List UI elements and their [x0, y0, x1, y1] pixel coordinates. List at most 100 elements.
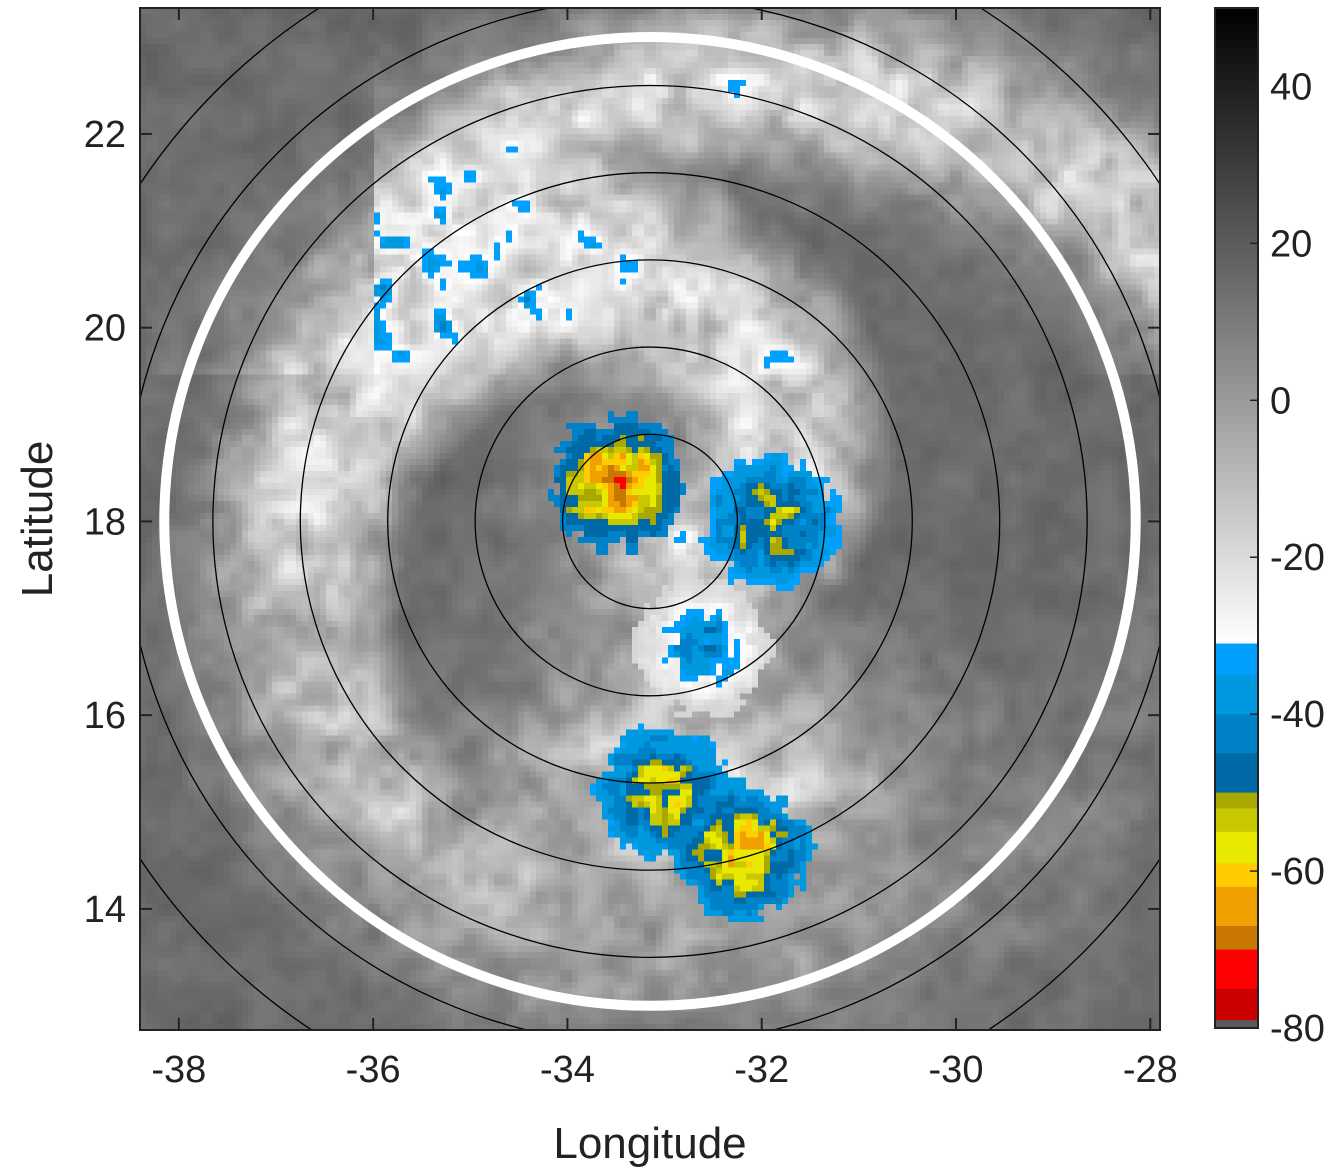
colorbar-cell [1215, 674, 1258, 684]
colorbar-cell [1215, 133, 1258, 142]
colorbar-cell [1215, 337, 1258, 346]
colorbar-cell [1215, 110, 1258, 119]
colorbar-cell [1215, 219, 1258, 229]
colorbar-cell [1215, 274, 1258, 284]
colorbar-cell [1215, 86, 1258, 95]
colorbar-cell [1215, 926, 1258, 935]
colorbar-cell [1215, 651, 1258, 660]
colorbar-cell [1215, 510, 1258, 519]
colorbar-cell [1215, 980, 1258, 990]
colorbar-cell [1215, 455, 1258, 464]
colorbar-cell [1215, 416, 1258, 425]
colorbar-cell [1215, 698, 1258, 707]
colorbar-cell [1215, 722, 1258, 731]
colorbar-cell [1215, 290, 1258, 299]
colorbar-cell [1215, 47, 1258, 56]
colorbar-cell [1215, 902, 1258, 911]
colorbar-cell [1215, 973, 1258, 982]
colorbar-cell [1215, 761, 1258, 770]
colorbar-cell [1215, 572, 1258, 582]
colorbar-cell [1215, 321, 1258, 331]
colorbar-cell [1215, 847, 1258, 856]
colorbar-cell [1215, 580, 1258, 590]
colorbar-cell [1215, 400, 1258, 409]
plot-frame [139, 7, 1161, 1031]
colorbar-cell [1215, 251, 1258, 260]
colorbar-cell [1215, 314, 1258, 323]
colorbar-cell [1215, 612, 1258, 621]
colorbar-cell [1215, 737, 1258, 747]
colorbar-cell [1215, 525, 1258, 535]
colorbar-cell [1215, 824, 1258, 833]
colorbar-cell [1215, 164, 1258, 174]
colorbar-cell [1215, 94, 1258, 103]
colorbar-cell [1215, 368, 1258, 378]
x-tick-label: -36 [346, 1049, 401, 1091]
colorbar-cell [1215, 31, 1258, 40]
colorbar-cell [1215, 541, 1258, 550]
colorbar-cell [1215, 117, 1258, 127]
colorbar-cell [1215, 988, 1258, 998]
colorbar-cell [1215, 784, 1258, 794]
colorbar-cell [1215, 949, 1258, 958]
colorbar-cell [1215, 494, 1258, 503]
y-tick-label: 16 [84, 695, 126, 737]
x-tick-label: -32 [734, 1049, 789, 1091]
colorbar-cell [1215, 918, 1258, 927]
colorbar-cell [1215, 39, 1258, 48]
colorbar-cell [1215, 235, 1258, 244]
radius-ring-1 [561, 433, 739, 610]
radius-rings [140, 8, 1160, 1030]
colorbar-cell [1215, 212, 1258, 221]
colorbar-cell [1215, 196, 1258, 205]
colorbar-cell [1215, 23, 1258, 33]
colorbar-cell [1215, 502, 1258, 511]
colorbar-cell [1215, 243, 1258, 252]
colorbar-cell [1215, 682, 1258, 692]
colorbar-cell [1215, 627, 1258, 637]
colorbar-tick-label: -80 [1270, 1008, 1325, 1050]
colorbar-cell [1215, 753, 1258, 762]
colorbar-cell [1215, 808, 1258, 817]
colorbar [1215, 8, 1258, 1029]
highlight-ring [159, 32, 1141, 1011]
colorbar-cell [1215, 102, 1258, 111]
x-axis-label: Longitude [553, 1119, 746, 1168]
colorbar-cell [1215, 141, 1258, 150]
colorbar-cell [1215, 70, 1258, 80]
colorbar-cell [1215, 423, 1258, 433]
x-tick-label: -38 [151, 1049, 206, 1091]
colorbar-cell [1215, 172, 1258, 182]
colorbar-cell [1215, 306, 1258, 315]
colorbar-cell [1215, 180, 1258, 190]
colorbar-tick-label: -40 [1270, 694, 1325, 736]
x-tick-label: -30 [929, 1049, 984, 1091]
colorbar-cell [1215, 792, 1258, 802]
colorbar-cell [1215, 8, 1258, 17]
colorbar-cell [1215, 769, 1258, 778]
x-tick-label: -34 [540, 1049, 595, 1091]
colorbar-cell [1215, 894, 1258, 904]
colorbar-cell [1215, 353, 1258, 362]
colorbar-cell [1215, 933, 1258, 943]
colorbar-cell [1215, 384, 1258, 394]
colorbar-cell [1215, 706, 1258, 715]
colorbar-cell [1215, 863, 1258, 872]
colorbar-cell [1215, 1020, 1258, 1029]
colorbar-cell [1215, 431, 1258, 441]
colorbar-cell [1215, 376, 1258, 386]
colorbar-cell [1215, 620, 1258, 629]
colorbar-cell [1215, 800, 1258, 809]
colorbar-cell [1215, 78, 1258, 88]
colorbar-cell [1215, 392, 1258, 401]
colorbar-cell [1215, 439, 1258, 448]
colorbar-cell [1215, 55, 1258, 64]
x-tick-label: -28 [1123, 1049, 1178, 1091]
y-axis-label: Latitude [13, 441, 62, 598]
colorbar-frame [1214, 7, 1259, 1029]
y-tick-label: 18 [84, 501, 126, 543]
colorbar-cell [1215, 729, 1258, 739]
colorbar-cell [1215, 125, 1258, 135]
colorbar-cell [1215, 361, 1258, 370]
